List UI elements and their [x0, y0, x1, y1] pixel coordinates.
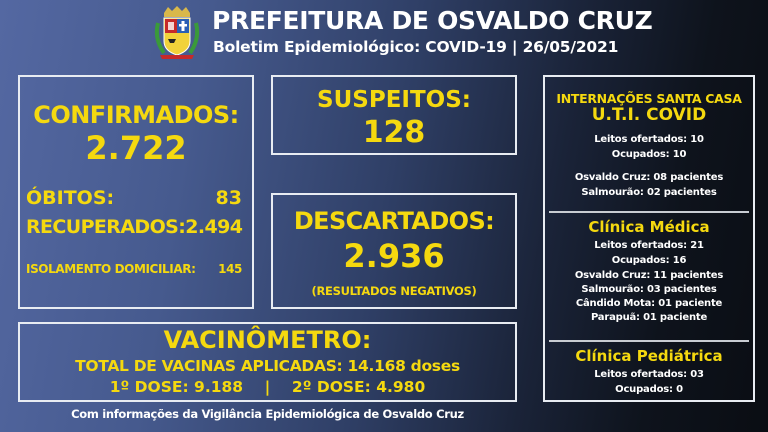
- pediatric-title: Clínica Pediátrica: [575, 347, 723, 365]
- page-title: PREFEITURA DE OSVALDO CRUZ: [212, 6, 653, 35]
- hospitalizations-panel: INTERNAÇÕES SANTA CASA U.T.I. COVID Leit…: [543, 75, 755, 402]
- confirmed-value: 2.722: [85, 129, 187, 167]
- pediatric-beds-occupied: Ocupados: 0: [615, 384, 683, 395]
- section-divider: [549, 340, 749, 342]
- vaccine-doses: 1º DOSE: 9.188 | 2º DOSE: 4.980: [109, 378, 426, 396]
- clinical-medical-city-item: Cândido Mota: 01 paciente: [575, 298, 723, 309]
- source-footer: Com informações da Vigilância Epidemioló…: [71, 407, 464, 421]
- discarded-label: DESCARTADOS:: [293, 207, 495, 235]
- clinical-medical-beds-offered: Leitos ofertados: 21: [594, 240, 704, 251]
- vaccine-meter-panel: VACINÔMETRO: TOTAL DE VACINAS APLICADAS:…: [18, 322, 517, 402]
- clinical-medical-city-item: Salmourão: 03 pacientes: [581, 284, 717, 295]
- deaths-value: 83: [215, 187, 242, 209]
- confirmed-cases-panel: CONFIRMADOS: 2.722 ÓBITOS: 83 RECUPERADO…: [18, 75, 254, 309]
- hospitalizations-heading: INTERNAÇÕES SANTA CASA: [556, 91, 742, 106]
- deaths-label: ÓBITOS:: [26, 187, 115, 209]
- vaccine-total: TOTAL DE VACINAS APLICADAS: 14.168 doses: [75, 357, 460, 375]
- discarded-cases-panel: DESCARTADOS: 2.936 (RESULTADOS NEGATIVOS…: [271, 193, 517, 309]
- bulletin-subtitle: Boletim Epidemiológico: COVID-19 | 26/05…: [213, 38, 619, 56]
- icu-title: U.T.I. COVID: [591, 105, 707, 125]
- home-isolation-row: ISOLAMENTO DOMICILIAR: 145: [26, 262, 242, 276]
- icu-beds-occupied: Ocupados: 10: [611, 149, 687, 160]
- section-divider: [549, 211, 749, 213]
- recovered-label: RECUPERADOS:: [26, 216, 186, 238]
- pediatric-beds-offered: Leitos ofertados: 03: [594, 369, 704, 380]
- municipal-coat-of-arms-icon: [152, 5, 202, 65]
- deaths-row: ÓBITOS: 83: [26, 187, 242, 209]
- clinical-medical-city-item: Parapuã: 01 paciente: [590, 312, 708, 323]
- clinical-medical-city-item: Osvaldo Cruz: 11 pacientes: [574, 270, 724, 281]
- home-isolation-value: 145: [218, 262, 242, 276]
- icu-beds-offered: Leitos ofertados: 10: [594, 134, 704, 145]
- icu-city-item: Osvaldo Cruz: 08 pacientes: [574, 172, 724, 183]
- icu-city-item: Salmourão: 02 pacientes: [581, 187, 717, 198]
- discarded-value: 2.936: [343, 237, 445, 275]
- recovered-row: RECUPERADOS: 2.494: [26, 216, 243, 238]
- discarded-note: (RESULTADOS NEGATIVOS): [311, 284, 477, 298]
- vaccine-meter-title: VACINÔMETRO:: [163, 326, 372, 354]
- home-isolation-label: ISOLAMENTO DOMICILIAR:: [26, 262, 196, 276]
- confirmed-label: CONFIRMADOS:: [33, 101, 239, 129]
- suspected-value: 128: [362, 115, 426, 150]
- clinical-medical-title: Clínica Médica: [588, 218, 710, 236]
- clinical-medical-beds-occupied: Ocupados: 16: [611, 255, 687, 266]
- suspected-label: SUSPEITOS:: [317, 87, 471, 113]
- suspected-cases-panel: SUSPEITOS: 128: [271, 75, 517, 155]
- recovered-value: 2.494: [185, 216, 243, 238]
